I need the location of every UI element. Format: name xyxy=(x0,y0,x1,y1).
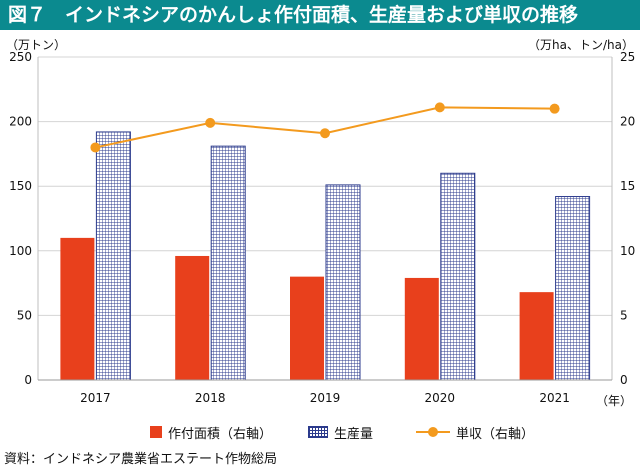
bar-production xyxy=(210,145,246,381)
legend-swatch-yield xyxy=(416,426,450,438)
x-tick-label: 2020 xyxy=(425,391,456,405)
bar-area xyxy=(519,292,554,380)
y-tick-label-left: 50 xyxy=(17,308,32,322)
y-tick-label-left: 250 xyxy=(9,50,32,64)
y-tick-label-right: 20 xyxy=(620,115,635,129)
x-tick-label: 2017 xyxy=(80,391,111,405)
x-tick-label: 2019 xyxy=(310,391,341,405)
left-axis-unit: （万トン） xyxy=(6,38,67,52)
legend-item-yield: 単収（右軸） xyxy=(416,420,534,444)
x-tick-label: 2021 xyxy=(539,391,570,405)
legend-swatch-area xyxy=(150,426,162,438)
y-tick-label-left: 0 xyxy=(24,373,32,387)
chart-svg: 0 50 100 150 200 250 0 5 10 15 20 25 2017 2018 2019 202… xyxy=(9,50,635,405)
y-tick-label-right: 5 xyxy=(620,308,628,322)
legend: 作付面積（右軸） 生産量 単収（右軸） xyxy=(0,420,640,444)
y-tick-label-right: 10 xyxy=(620,244,635,258)
legend-item-production: 生産量 xyxy=(308,420,373,444)
y-tick-label-left: 150 xyxy=(9,179,32,193)
point-yield xyxy=(549,103,560,114)
bar-production xyxy=(325,184,361,381)
y-tick-label-right: 25 xyxy=(620,50,635,64)
point-yield xyxy=(90,142,101,153)
y-tick-label-left: 100 xyxy=(9,244,32,258)
bar-area xyxy=(175,255,210,380)
bar-production xyxy=(555,196,591,381)
legend-item-area: 作付面積（右軸） xyxy=(150,420,272,444)
y-tick-label-right: 15 xyxy=(620,179,635,193)
x-axis-unit: （年） xyxy=(596,394,633,408)
line-yield xyxy=(95,106,555,149)
legend-label-yield: 単収（右軸） xyxy=(456,426,535,442)
point-yield xyxy=(320,128,330,139)
y-tick-label-left: 200 xyxy=(9,115,32,129)
bar-production xyxy=(440,172,476,381)
chart-title: 図７ インドネシアのかんしょ作付面積、生産量および単収の推移 xyxy=(0,0,640,30)
point-yield xyxy=(434,102,445,113)
x-tick-label: 2018 xyxy=(195,391,226,405)
point-yield xyxy=(205,117,216,128)
legend-swatch-production xyxy=(308,426,328,438)
y-tick-label-right: 0 xyxy=(620,373,628,387)
right-axis-unit: （万ha、トン/ha） xyxy=(528,38,634,52)
legend-label-area: 作付面積（右軸） xyxy=(168,426,273,442)
bar-area xyxy=(60,237,95,380)
legend-label-production: 生産量 xyxy=(334,426,374,442)
bar-area xyxy=(290,276,324,380)
bar-area xyxy=(404,277,439,380)
bar-production xyxy=(95,131,131,381)
source-note: 資料：インドネシア農業省エステート作物総局 xyxy=(4,452,278,467)
